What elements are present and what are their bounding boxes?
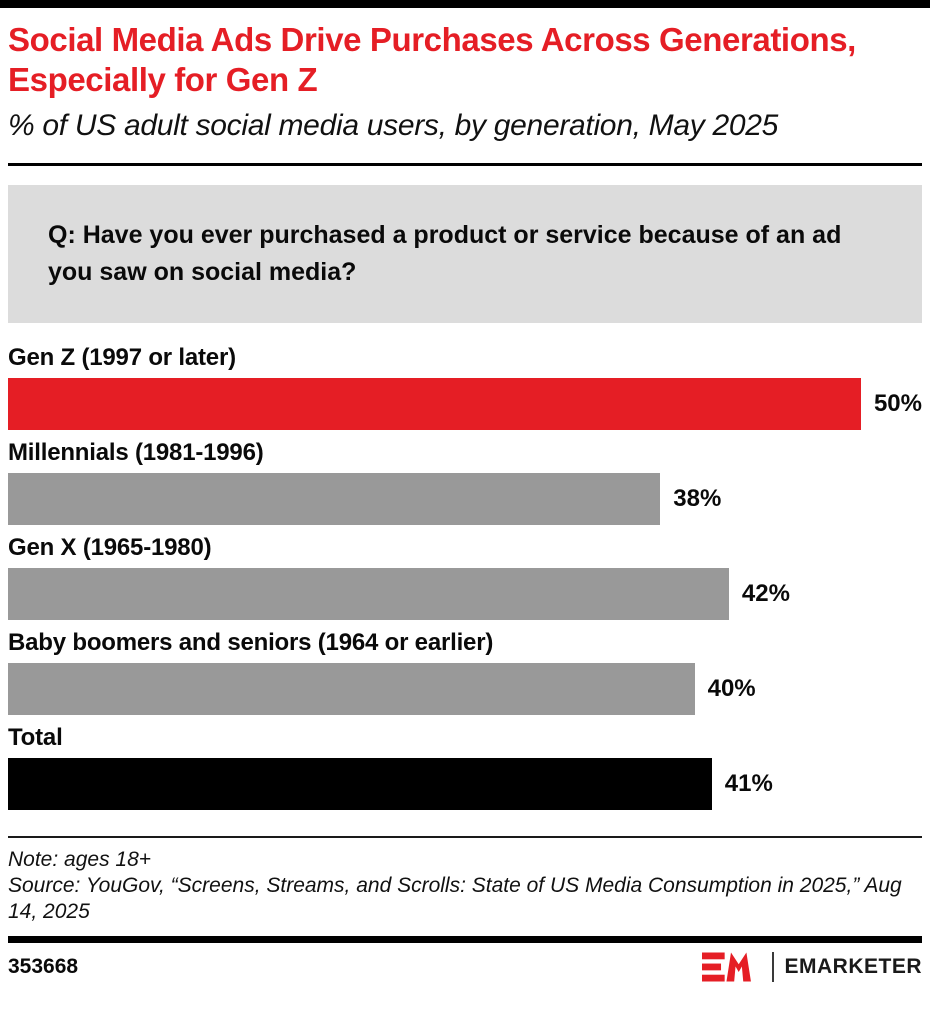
chart-title: Social Media Ads Drive Purchases Across … xyxy=(8,21,856,98)
bar-track: 50% xyxy=(8,378,922,430)
bar-row-boomers: Baby boomers and seniors (1964 or earlie… xyxy=(8,630,922,715)
bar-value-label: 38% xyxy=(673,485,722,512)
header-divider-rule xyxy=(8,163,922,166)
bar-track: 42% xyxy=(8,568,922,620)
bar-value-label: 42% xyxy=(741,580,790,607)
footnote-block: Note: ages 18+ Source: YouGov, “Screens,… xyxy=(8,847,922,925)
chart-subtitle: % of US adult social media users, by gen… xyxy=(8,109,778,142)
bar-category-label: Gen X (1965-1980) xyxy=(8,534,212,561)
bar-boomers xyxy=(8,663,695,715)
bar-track: 38% xyxy=(8,473,922,525)
chart-content: Social Media Ads Drive Purchases Across … xyxy=(0,20,930,982)
bar-category-label: Millennials (1981-1996) xyxy=(8,439,264,466)
bar-category-label: Gen Z (1997 or later) xyxy=(8,344,236,371)
footnote-divider-rule xyxy=(8,836,922,838)
bar-millennials xyxy=(8,473,661,525)
bar-gen-x xyxy=(8,568,729,620)
bar-total xyxy=(8,758,712,810)
logo-divider xyxy=(772,952,775,982)
bar-chart: Gen Z (1997 or later) 50% Millennials (1… xyxy=(8,345,922,810)
bar-value-label: 41% xyxy=(724,770,773,797)
bar-row-millennials: Millennials (1981-1996) 38% xyxy=(8,440,922,525)
chart-id: 353668 xyxy=(8,955,79,978)
emarketer-brand: EMARKETER xyxy=(702,952,922,982)
note-text: Note: ages 18+ xyxy=(8,848,152,871)
bar-category-label: Total xyxy=(8,724,63,751)
bar-track: 40% xyxy=(8,663,922,715)
survey-question-box: Q: Have you ever purchased a product or … xyxy=(8,185,922,323)
footer-rule xyxy=(8,936,922,943)
emarketer-logo-icon xyxy=(702,952,760,982)
footer: 353668 EMARKETER xyxy=(8,952,922,982)
brand-name: EMARKETER xyxy=(784,955,922,978)
bar-category-label: Baby boomers and seniors (1964 or earlie… xyxy=(8,629,494,656)
top-rule xyxy=(0,0,930,8)
bar-value-label: 40% xyxy=(707,675,756,702)
bar-value-label: 50% xyxy=(873,390,922,417)
bar-row-total: Total 41% xyxy=(8,725,922,810)
bar-row-gen-x: Gen X (1965-1980) 42% xyxy=(8,535,922,620)
bar-track: 41% xyxy=(8,758,922,810)
bar-row-gen-z: Gen Z (1997 or later) 50% xyxy=(8,345,922,430)
source-text: Source: YouGov, “Screens, Streams, and S… xyxy=(8,874,902,923)
survey-question-text: Q: Have you ever purchased a product or … xyxy=(48,221,842,286)
bar-gen-z xyxy=(8,378,861,430)
